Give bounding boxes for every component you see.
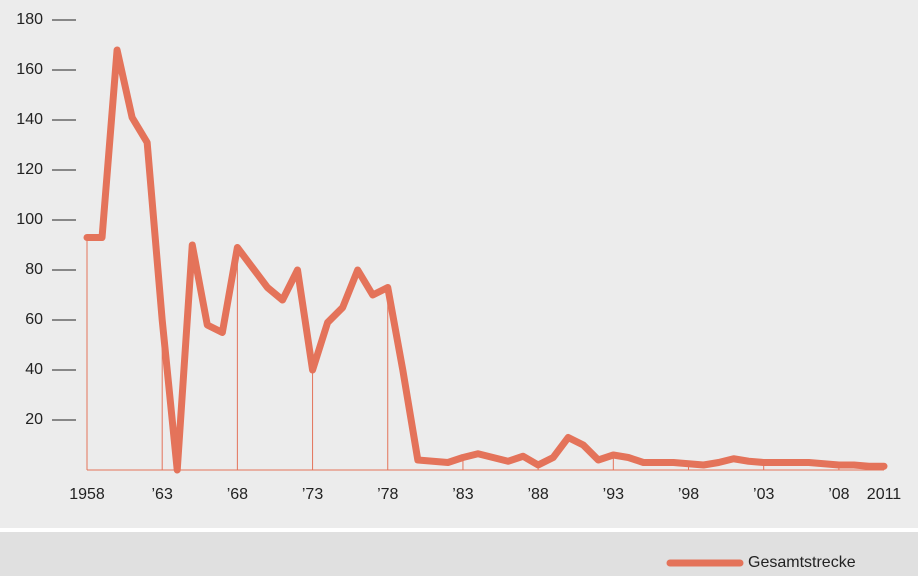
separator xyxy=(0,528,918,532)
y-tick-label: 20 xyxy=(25,411,43,428)
x-tick-label: ’63 xyxy=(152,486,173,503)
y-tick-label: 160 xyxy=(16,61,43,78)
y-tick-label: 80 xyxy=(25,261,43,278)
y-tick-label: 140 xyxy=(16,111,43,128)
y-tick-label: 60 xyxy=(25,311,43,328)
x-tick-label: ’83 xyxy=(452,486,473,503)
x-tick-label: ’93 xyxy=(603,486,624,503)
y-tick-label: 180 xyxy=(16,11,43,28)
y-tick-label: 120 xyxy=(16,161,43,178)
x-tick-label: ’73 xyxy=(302,486,323,503)
x-tick-label: ’03 xyxy=(753,486,774,503)
chart: 20 40 60 80 100 120 140 160 180 1958 ’63 ’68 ’73 ’78 ’… xyxy=(0,0,918,576)
x-tick-label: ’68 xyxy=(227,486,248,503)
x-tick-label: ’88 xyxy=(527,486,548,503)
x-tick-label: ’78 xyxy=(377,486,398,503)
x-tick-label: 2011 xyxy=(867,486,902,503)
data-line xyxy=(87,50,884,470)
x-tick-label: ’08 xyxy=(828,486,849,503)
y-tick-label: 40 xyxy=(25,361,43,378)
x-tick-label: ’98 xyxy=(678,486,699,503)
x-tick-label: 1958 xyxy=(69,486,105,503)
legend-label: Gesamtstrecke xyxy=(748,554,856,571)
y-tick-label: 100 xyxy=(16,211,43,228)
